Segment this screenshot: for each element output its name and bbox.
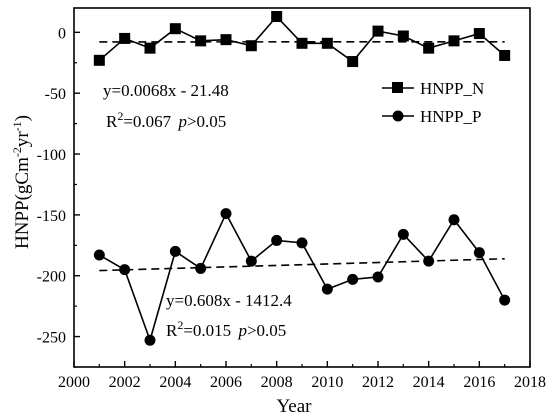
- x-tick-label: 2010: [311, 374, 343, 391]
- annotation-n-stats: R2=0.067 p>0.05: [106, 109, 226, 131]
- point-p: [271, 234, 283, 246]
- point-n: [220, 34, 232, 46]
- point-n: [119, 32, 131, 44]
- y-tick-label: -50: [45, 86, 66, 103]
- point-p: [195, 262, 207, 274]
- point-n: [93, 54, 105, 66]
- x-tick-label: 2016: [463, 374, 495, 391]
- y-axis-label-sup1: -2: [10, 147, 24, 157]
- point-p: [245, 255, 257, 267]
- series-line-p: [98, 211, 506, 343]
- point-n: [195, 35, 207, 47]
- point-n: [372, 25, 384, 37]
- point-p: [397, 228, 409, 240]
- x-tick-label: 2012: [362, 374, 394, 391]
- x-tick-label: 2014: [413, 374, 445, 391]
- annotation-p-r-value: =0.015: [183, 321, 235, 340]
- x-axis-label: Year: [276, 396, 312, 417]
- trendline-p: [99, 257, 505, 272]
- series-group: [93, 11, 511, 346]
- x-tick-label: 2002: [109, 374, 141, 391]
- point-p: [144, 334, 156, 346]
- point-p: [347, 273, 359, 285]
- annotation-n-p-cond: >0.05: [187, 112, 226, 131]
- annotation-n-r-sup: 2: [117, 109, 123, 123]
- point-n: [169, 23, 181, 35]
- annotation-n-equation: y=0.0068x - 21.48: [103, 81, 229, 100]
- x-tick-label: 2008: [261, 374, 293, 391]
- y-tick-label: -200: [37, 269, 66, 286]
- point-p: [119, 264, 131, 276]
- point-p: [499, 294, 511, 306]
- legend-n-marker: [392, 82, 403, 93]
- y-axis-label-base: HNPP(gCm: [12, 157, 33, 249]
- point-p: [423, 255, 435, 267]
- point-n: [347, 56, 359, 68]
- point-p: [448, 214, 460, 226]
- point-p: [372, 271, 384, 283]
- y-tick-label: -150: [37, 208, 66, 225]
- y-axis-label-sup2: -1: [10, 121, 24, 131]
- y-axis-label: HNPP(gCm-2yr-1): [10, 115, 33, 249]
- legend: HNPP_N HNPP_P: [382, 79, 484, 126]
- point-p: [296, 237, 308, 249]
- point-n: [397, 30, 409, 42]
- legend-p-marker: [392, 110, 404, 122]
- legend-n-label: HNPP_N: [420, 79, 484, 98]
- point-p: [321, 283, 333, 295]
- point-n: [245, 40, 257, 52]
- annotation-n-r: R: [106, 112, 118, 131]
- y-tick-label: 0: [58, 25, 66, 42]
- y-tick-label: -250: [37, 330, 66, 347]
- point-n: [296, 37, 308, 49]
- annotation-n-r-value: =0.067: [123, 112, 175, 131]
- annotation-p-p: p: [237, 321, 247, 340]
- point-p: [473, 247, 485, 259]
- annotation-p-p-cond: >0.05: [247, 321, 286, 340]
- plot-frame: [73, 7, 531, 368]
- point-n: [144, 42, 156, 54]
- annotation-p-equation: y=0.608x - 1412.4: [166, 291, 292, 310]
- point-p: [93, 249, 105, 261]
- point-n: [423, 42, 435, 54]
- axis-ticks: 2000 2002 2004 2006 2008 2010 2012 2014 2016 2018…: [37, 25, 546, 391]
- x-tick-label: 2018: [514, 374, 546, 391]
- point-n: [473, 28, 485, 40]
- y-axis-label-mid: yr: [12, 131, 33, 148]
- y-tick-label: -100: [37, 147, 66, 164]
- annotation-p-r-sup: 2: [177, 318, 183, 332]
- plot-border: [73, 7, 531, 368]
- point-n: [499, 49, 511, 61]
- legend-p-label: HNPP_P: [420, 107, 481, 126]
- point-p: [220, 208, 232, 220]
- annotation-p-stats: R2=0.015 p>0.05: [166, 318, 286, 340]
- point-p: [169, 245, 181, 257]
- point-n: [321, 37, 333, 49]
- x-tick-label: 2004: [159, 374, 191, 391]
- annotation-n-p: p: [177, 112, 187, 131]
- x-tick-label: 2000: [58, 374, 90, 391]
- annotation-p-r: R: [166, 321, 178, 340]
- y-axis-label-end: ): [12, 115, 33, 121]
- point-n: [448, 35, 460, 47]
- x-tick-label: 2006: [210, 374, 242, 391]
- point-n: [271, 11, 283, 23]
